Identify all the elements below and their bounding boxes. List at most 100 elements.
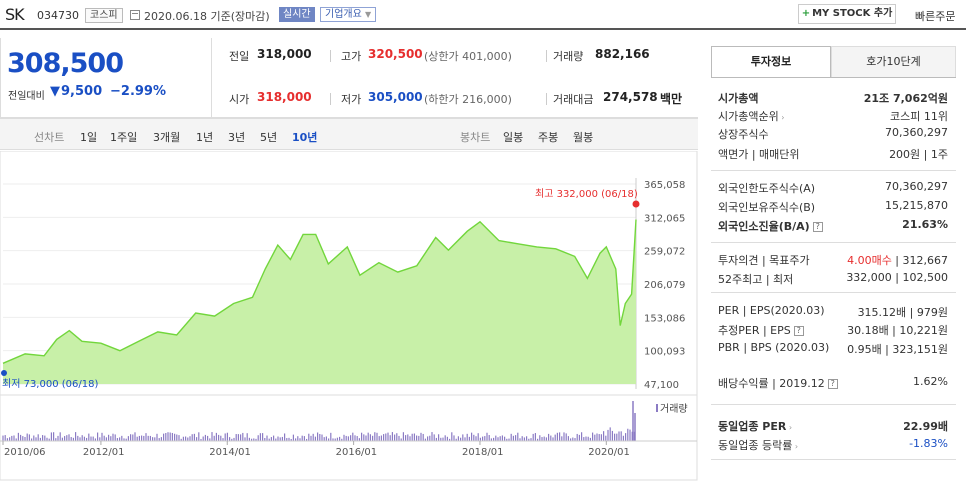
info-row-label: PBR | BPS (2020.03) bbox=[718, 341, 830, 354]
amount-unit: 백만 bbox=[660, 92, 683, 106]
tab-daily[interactable]: 일봉 bbox=[503, 131, 524, 144]
y-tick-label: 153,086 bbox=[644, 313, 685, 324]
stock-header: SK 034730 코스피 2020.06.18 기준(장마감) 실시간 기업개… bbox=[0, 0, 966, 30]
calendar-icon bbox=[130, 10, 140, 20]
market-badge: 코스피 bbox=[85, 8, 123, 23]
info-row-label: 시가총액순위 bbox=[718, 110, 779, 123]
chevron-right-icon[interactable]: › bbox=[792, 442, 799, 451]
min-marker bbox=[1, 370, 7, 376]
prev-close-value: 318,000 bbox=[257, 47, 312, 61]
open-label: 시가 bbox=[229, 93, 250, 106]
info-row-value: 200원 | 1주 bbox=[889, 148, 948, 161]
info-row-label: PER | EPS(2020.03) bbox=[718, 304, 825, 317]
info-row-label: 외국인한도주식수(A) bbox=[718, 182, 816, 195]
lower-limit: (하한가 216,000) bbox=[424, 93, 512, 106]
high-value: 320,500 bbox=[368, 47, 423, 61]
x-tick-label: 2012/01 bbox=[83, 447, 125, 458]
price-area bbox=[3, 219, 636, 384]
info-row-value: 332,000 | 102,500 bbox=[846, 271, 948, 284]
price-chart[interactable]: 365,058 312,065 259,072 206,079 153,086 100,0… bbox=[0, 151, 698, 481]
section-divider bbox=[711, 170, 956, 171]
y-tick-label: 206,079 bbox=[644, 280, 685, 291]
amount-label: 거래대금 bbox=[553, 93, 594, 106]
info-row-value: 1.62% bbox=[913, 375, 948, 388]
info-row: 동일업종 등락률 › -1.83% bbox=[718, 437, 948, 453]
help-icon[interactable]: ? bbox=[812, 222, 823, 232]
tab-3m[interactable]: 3개월 bbox=[153, 131, 181, 144]
section-divider bbox=[711, 404, 956, 405]
volume-legend-label: 거래량 bbox=[660, 403, 688, 415]
info-row-label: 시가총액 bbox=[718, 92, 759, 105]
tab-weekly[interactable]: 주봉 bbox=[538, 131, 559, 144]
current-price: 308,500 bbox=[7, 48, 124, 79]
upper-limit: (상한가 401,000) bbox=[424, 50, 512, 63]
tab-3y[interactable]: 3년 bbox=[228, 131, 246, 144]
divider bbox=[546, 50, 547, 62]
info-row-value: 70,360,297 bbox=[885, 126, 948, 139]
tab-order-book[interactable]: 호가10단계 bbox=[831, 46, 956, 78]
change-label: 전일대비 bbox=[8, 91, 45, 102]
tab-1y[interactable]: 1년 bbox=[196, 131, 214, 144]
open-value: 318,000 bbox=[257, 90, 312, 104]
info-row: 액면가 | 매매단위 200원 | 1주 bbox=[718, 146, 948, 162]
volume-label: 거래량 bbox=[553, 50, 584, 63]
info-row-value: 70,360,297 bbox=[885, 180, 948, 193]
info-row: 52주최고 | 최저 332,000 | 102,500 bbox=[718, 271, 948, 287]
x-tick-label: 2018/01 bbox=[462, 447, 504, 458]
tab-5y[interactable]: 5년 bbox=[260, 131, 278, 144]
info-row-value: 22.99배 bbox=[903, 420, 948, 433]
tab-1d[interactable]: 1일 bbox=[80, 131, 98, 144]
max-label: 최고 332,000 (06/18) bbox=[535, 188, 638, 200]
info-row-label: 동일업종 PER bbox=[718, 420, 787, 433]
info-row: 상장주식수 70,360,297 bbox=[718, 126, 948, 142]
line-chart-label: 선차트 bbox=[34, 131, 65, 144]
price-info-grid bbox=[212, 38, 698, 118]
tab-10y[interactable]: 10년 bbox=[292, 131, 318, 144]
info-row-value: -1.83% bbox=[909, 437, 948, 450]
candle-chart-label: 봉차트 bbox=[460, 131, 491, 144]
quick-order-button[interactable]: 빠른주문 bbox=[915, 10, 956, 23]
chevron-right-icon[interactable]: › bbox=[786, 423, 793, 432]
price-line bbox=[2, 219, 637, 364]
volume-value: 882,166 bbox=[595, 47, 650, 61]
tab-monthly[interactable]: 월봉 bbox=[573, 131, 594, 144]
info-row-label: 외국인소진율(B/A) bbox=[718, 220, 810, 233]
info-row: 추정PER | EPS? 30.18배 | 10,221원 bbox=[718, 322, 948, 338]
y-tick-label: 312,065 bbox=[644, 213, 685, 224]
stock-code: 034730 bbox=[37, 9, 79, 22]
plus-icon: + bbox=[801, 8, 811, 19]
realtime-badge[interactable]: 실시간 bbox=[279, 7, 315, 22]
x-tick-label: 2014/01 bbox=[209, 447, 251, 458]
min-label: 최저 73,000 (06/18) bbox=[2, 378, 98, 390]
high-label: 고가 bbox=[341, 50, 362, 63]
prev-close-label: 전일 bbox=[229, 50, 250, 63]
x-tick-label: 2010/06 bbox=[4, 447, 46, 458]
info-row: 시가총액순위 › 코스피 11위 bbox=[718, 108, 948, 124]
info-row-label: 투자의견 | 목표주가 bbox=[718, 254, 810, 267]
low-value: 305,000 bbox=[368, 90, 423, 104]
divider bbox=[330, 93, 331, 105]
info-row-value: 4.00매수 | 312,667 bbox=[847, 254, 948, 267]
info-row-label: 52주최고 | 최저 bbox=[718, 273, 794, 286]
info-row-label: 외국인보유주식수(B) bbox=[718, 201, 816, 214]
help-icon[interactable]: ? bbox=[793, 326, 804, 336]
info-row: 동일업종 PER › 22.99배 bbox=[718, 418, 948, 434]
mystock-add-button[interactable]: + MY STOCK 추가 bbox=[798, 4, 896, 24]
info-row: 외국인한도주식수(A) 70,360,297 bbox=[718, 180, 948, 196]
tab-1w[interactable]: 1주일 bbox=[110, 131, 138, 144]
chevron-down-icon: ▼ bbox=[365, 10, 372, 19]
company-overview-button[interactable]: 기업개요 ▼ bbox=[320, 7, 377, 22]
price-box bbox=[0, 38, 212, 118]
change-percent: −2.99% bbox=[110, 84, 166, 99]
x-tick-label: 2016/01 bbox=[336, 447, 378, 458]
tab-investment-info[interactable]: 투자정보 bbox=[711, 46, 831, 78]
period-tab-bar bbox=[0, 118, 698, 150]
info-row-label: 액면가 | 매매단위 bbox=[718, 148, 800, 161]
chevron-right-icon[interactable]: › bbox=[778, 113, 785, 122]
help-icon[interactable]: ? bbox=[827, 379, 838, 389]
info-row: PER | EPS(2020.03) 315.12배 | 979원 bbox=[718, 304, 948, 319]
base-date: 2020.06.18 기준(장마감) bbox=[144, 10, 270, 23]
info-row-value: 30.18배 | 10,221원 bbox=[847, 324, 948, 337]
info-row-label: 추정PER | EPS bbox=[718, 324, 791, 337]
info-row-value: 21조 7,062억원 bbox=[863, 92, 948, 105]
